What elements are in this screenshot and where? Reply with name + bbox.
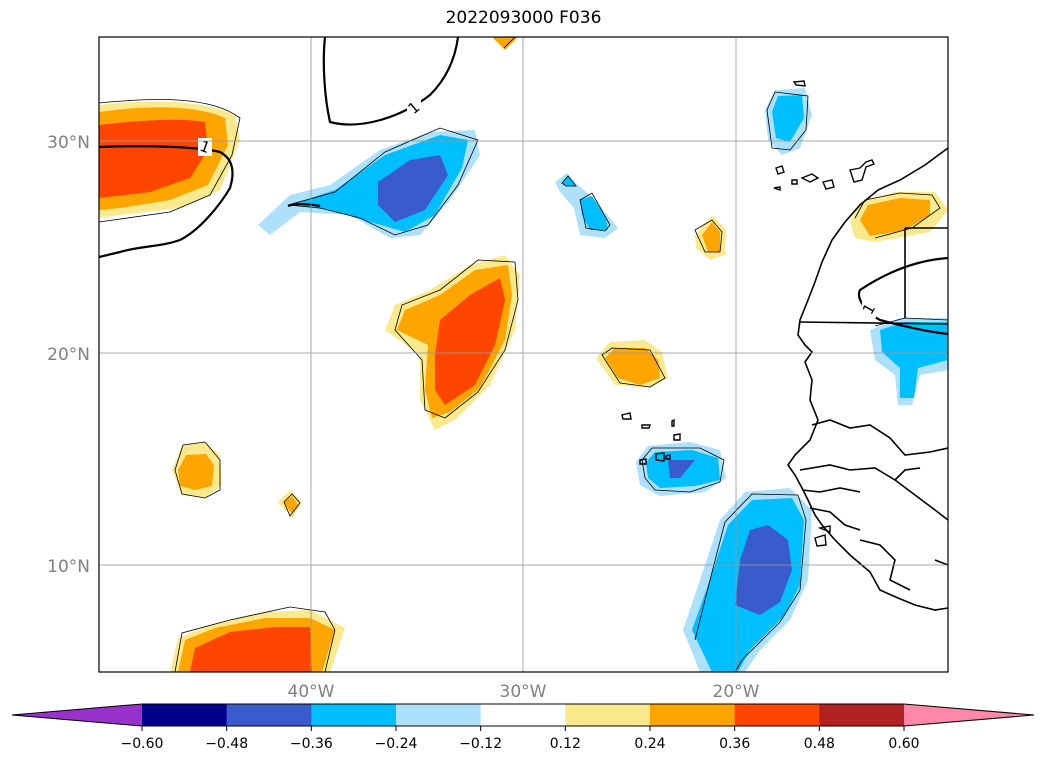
map-frame [98,36,949,673]
anomaly-region-center [385,255,520,430]
lon-label: 30°W [500,682,547,702]
colorbar-segment [819,704,905,726]
gridlines [99,37,948,672]
colorbar-tick-label: −0.24 [375,736,418,752]
colorbar: −0.60 −0.48 −0.36 −0.24 −0.12 0.12 0.24 0.36 0.4… [11,703,1035,752]
lat-axis-labels: 30°N 20°N 10°N [47,133,90,577]
map-title: 2022093000 F036 [445,8,602,28]
colorbar-segment [311,704,397,726]
anomaly-region-nw [99,99,241,223]
anomaly-region-canary-west [555,173,618,238]
islands [621,80,875,547]
colorbar-tick-label: −0.12 [459,736,502,752]
lat-label: 20°N [47,345,90,365]
colorbar-tick-label: 0.36 [719,736,750,752]
coastline [787,147,948,611]
colorbar-segment [480,704,566,726]
field-layer: 1 1 1 [99,37,948,672]
colorbar-tick-label: −0.60 [121,736,164,752]
anomaly-region-top-center [492,37,518,50]
contour-lines [99,37,948,336]
anomaly-region-cape-verde-north [596,340,668,388]
colorbar-tick-label: 0.48 [804,736,835,752]
lon-axis-labels: 40°W 30°W 20°W [288,682,760,702]
lon-label: 20°W [713,682,760,702]
colorbar-extend-over [904,704,1034,726]
colorbar-tick-label: −0.36 [290,736,333,752]
anomaly-region-small-east [694,215,726,260]
anomaly-region-sw [170,606,345,672]
colorbar-extend-under [12,704,142,726]
colorbar-segment [396,704,482,726]
lat-label: 10°N [47,557,90,577]
lon-label: 40°W [288,682,335,702]
colorbar-tick-label: −0.48 [205,736,248,752]
anomaly-region-madeira [765,88,812,155]
lat-label: 30°N [47,133,90,153]
anomaly-region-guinea [683,488,812,672]
colorbar-segment [734,704,820,726]
anomaly-region-w-small [172,441,302,518]
contour-labels: 1 1 1 [197,98,879,318]
colorbar-tick-label: 0.60 [888,736,919,752]
colorbar-tick-label: 0.12 [550,736,581,752]
colorbar-segment [226,704,312,726]
anomaly-region-sahara-coast [850,192,948,242]
colorbar-segment [142,704,228,726]
colorbar-segment [650,704,736,726]
colorbar-segment [565,704,651,726]
anomaly-region-n-center [258,127,480,238]
colorbar-tick-label: 0.24 [634,736,665,752]
